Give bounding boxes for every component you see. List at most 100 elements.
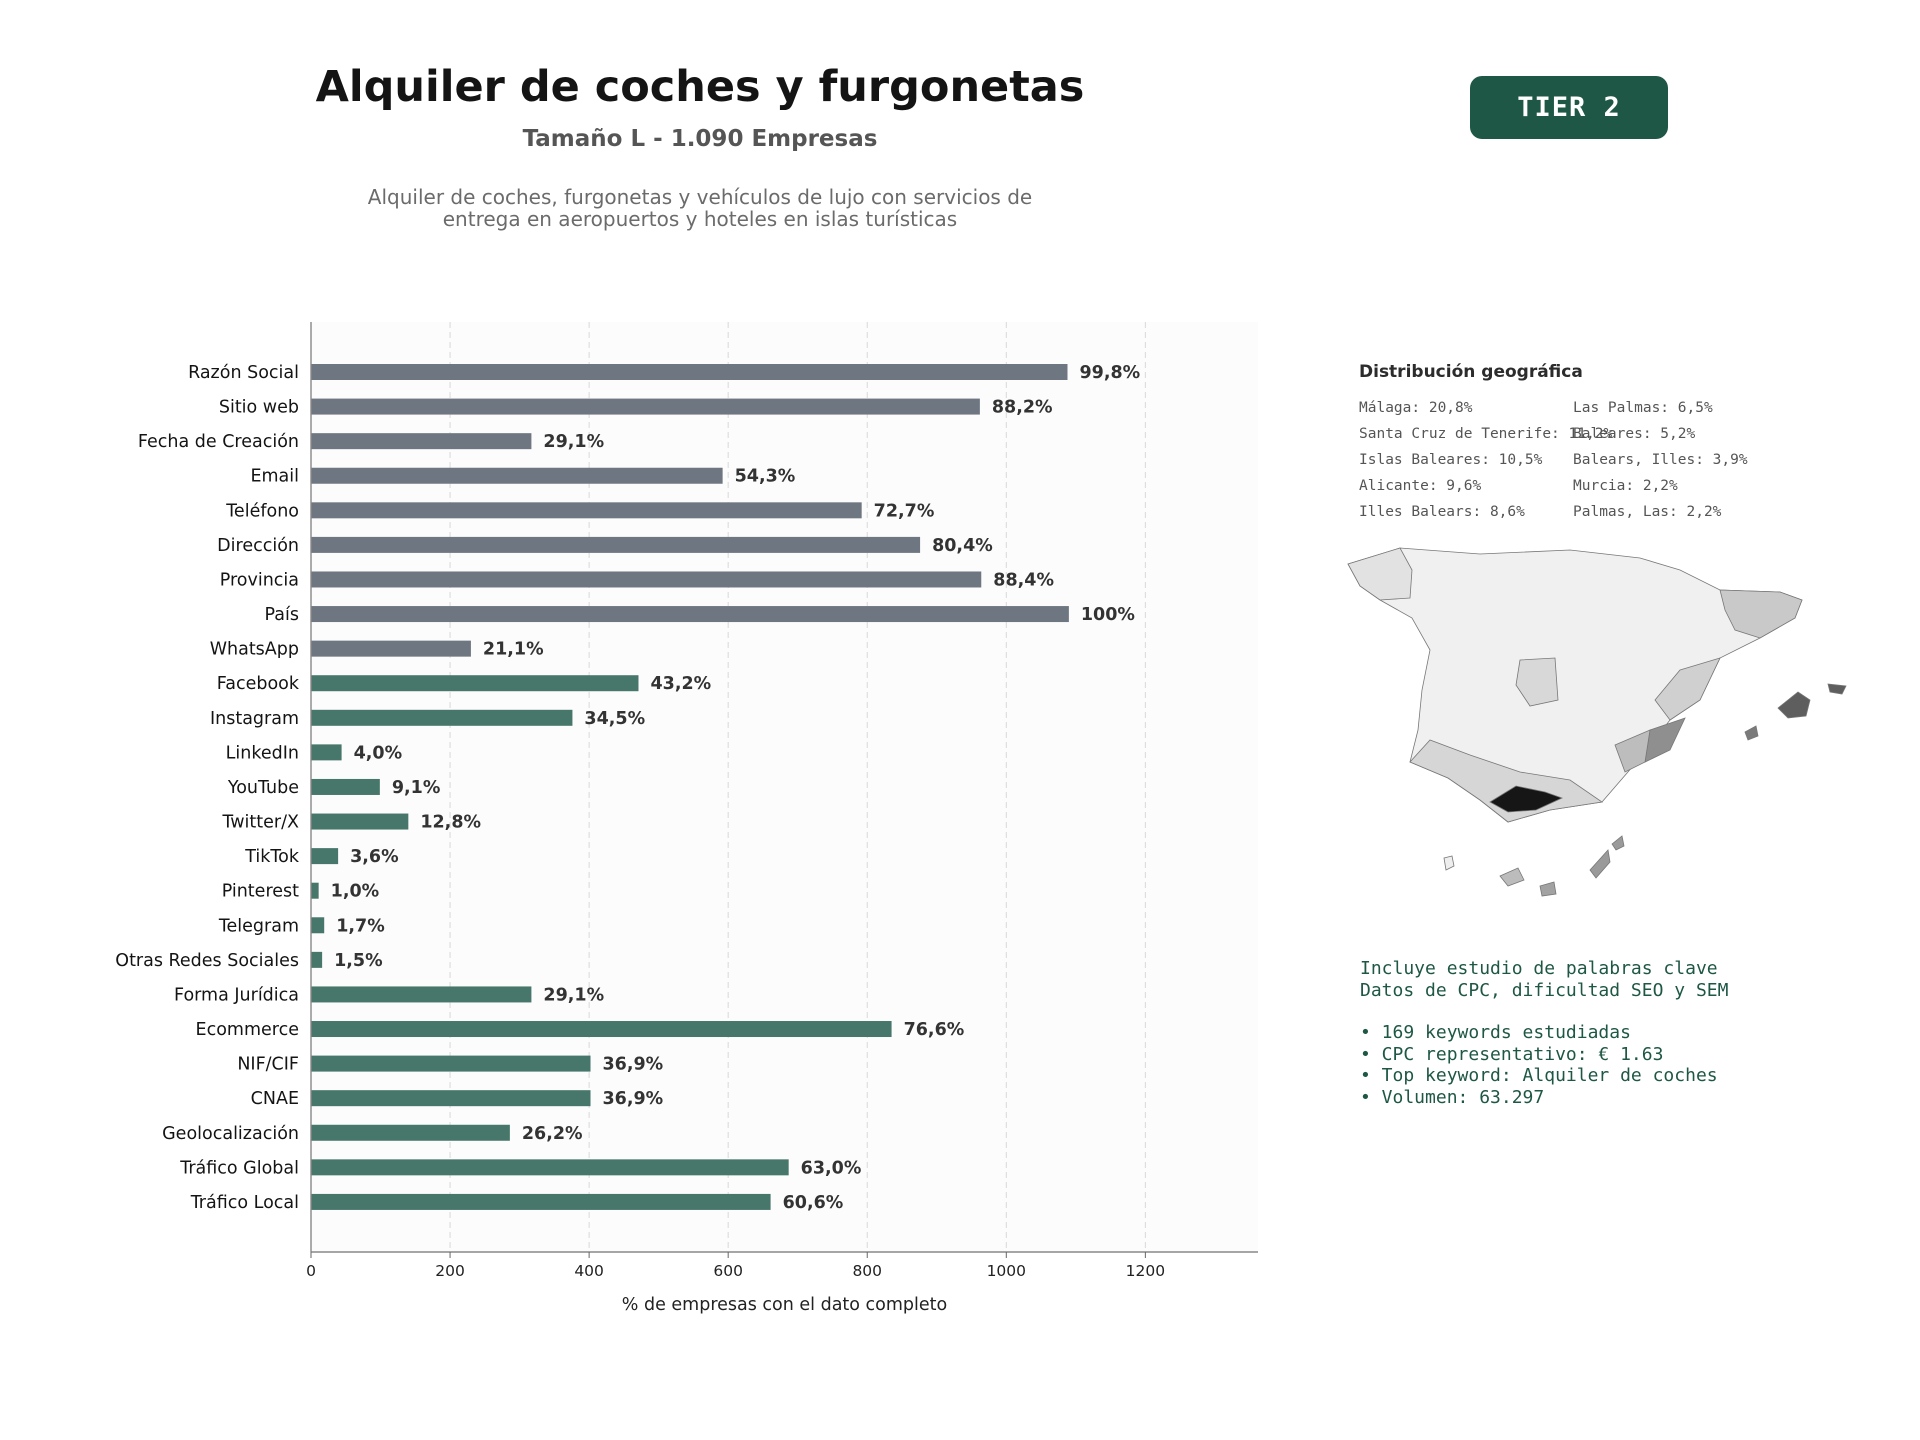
geo-item: Málaga: 20,8% <box>1359 400 1473 416</box>
bar <box>311 848 339 865</box>
category-label: YouTube <box>227 778 299 798</box>
sector-description: Alquiler de coches, furgonetas y vehícul… <box>300 186 1100 230</box>
keyword-line: Incluye estudio de palabras clave <box>1360 958 1718 979</box>
keyword-bullet: • CPC representativo: € 1.63 <box>1360 1043 1664 1065</box>
bar <box>311 1124 510 1141</box>
map-region-center <box>1515 657 1559 707</box>
map-region-galicia <box>1347 547 1413 601</box>
geo-item: Alicante: 9,6% <box>1359 478 1482 494</box>
map-region-tenerife <box>1499 867 1525 887</box>
geo-item: Illes Balears: 8,6% <box>1359 504 1525 520</box>
bar <box>311 1193 771 1210</box>
category-label: LinkedIn <box>226 743 299 763</box>
map-region-gran-canaria <box>1539 881 1557 897</box>
bar <box>311 398 980 415</box>
category-label: Pinterest <box>222 882 299 902</box>
map-region-malaga <box>1489 785 1564 813</box>
data-label: 36,9% <box>603 1055 664 1075</box>
bar <box>311 951 323 968</box>
bar <box>311 364 1068 380</box>
map-region-ibiza <box>1744 725 1759 741</box>
description-line: entrega en aeropuertos y hoteles en isla… <box>442 207 958 231</box>
x-tick-label: 200 <box>435 1262 465 1280</box>
bar <box>311 778 380 795</box>
bar <box>311 467 723 484</box>
geo-item: Santa Cruz de Tenerife: 11,2% <box>1359 426 1613 442</box>
data-label: 88,4% <box>993 570 1054 590</box>
data-label: 54,3% <box>735 467 796 487</box>
data-label: 60,6% <box>783 1193 844 1213</box>
data-label: 12,8% <box>420 813 481 833</box>
x-tick-label: 0 <box>306 1262 316 1280</box>
spain-choropleth-map <box>1347 547 1847 897</box>
completeness-bar-chart: Razón Social 99,8% Sitio web 88,2% Fecha de … <box>115 322 1258 1315</box>
category-label: Tráfico Local <box>190 1193 299 1213</box>
bar <box>311 1021 892 1038</box>
data-label: 29,1% <box>543 432 604 452</box>
keyword-bullet: • Top keyword: Alquiler de coches <box>1360 1065 1718 1086</box>
category-label: Fecha de Creación <box>138 432 299 452</box>
bar <box>311 1159 789 1176</box>
bar <box>311 675 639 692</box>
data-label: 36,9% <box>603 1089 664 1109</box>
bar <box>311 882 319 899</box>
category-label: WhatsApp <box>210 640 299 660</box>
category-label: Tráfico Global <box>179 1158 299 1178</box>
data-label: 76,6% <box>904 1020 965 1040</box>
bar <box>311 1090 591 1107</box>
x-tick-label: 1200 <box>1126 1262 1165 1280</box>
data-label: 1,0% <box>331 882 380 902</box>
data-label: 100% <box>1081 605 1135 625</box>
geo-distribution-title: Distribución geográfica <box>1359 362 1583 382</box>
category-label: Twitter/X <box>221 813 299 833</box>
tier-badge: TIER 2 <box>1470 76 1668 139</box>
data-label: 63,0% <box>801 1158 862 1178</box>
bar <box>311 1055 591 1072</box>
map-region-la-palma <box>1443 855 1455 871</box>
data-label: 9,1% <box>392 778 441 798</box>
geo-item: Balears, Illes: 3,9% <box>1573 452 1748 468</box>
page-subtitle: Tamaño L - 1.090 Empresas <box>522 126 878 152</box>
bar <box>311 986 532 1003</box>
data-label: 99,8% <box>1079 363 1140 383</box>
category-label: Telegram <box>218 916 299 936</box>
category-label: Instagram <box>210 709 299 729</box>
map-region-catalonia <box>1719 589 1803 639</box>
category-label: NIF/CIF <box>237 1055 299 1075</box>
plot-area <box>311 322 1258 1252</box>
data-label: 29,1% <box>543 985 604 1005</box>
data-label: 1,7% <box>336 916 385 936</box>
bar <box>311 536 921 553</box>
bar <box>311 433 532 450</box>
map-region-baleares <box>1777 691 1811 719</box>
keyword-bullet: • Volumen: 63.297 <box>1360 1086 1545 1108</box>
data-label: 80,4% <box>932 536 993 556</box>
map-region-lanzarote <box>1611 835 1625 851</box>
x-axis-title: % de empresas con el dato completo <box>622 1295 947 1315</box>
bar <box>311 744 342 761</box>
category-label: Otras Redes Sociales <box>115 951 299 971</box>
data-label: 26,2% <box>522 1124 583 1144</box>
bar <box>311 709 573 726</box>
data-label: 1,5% <box>334 951 383 971</box>
x-tick-label: 1000 <box>987 1262 1026 1280</box>
category-label: Provincia <box>220 570 299 590</box>
category-label: Sitio web <box>219 398 299 418</box>
category-label: CNAE <box>251 1089 299 1109</box>
bar <box>311 571 982 588</box>
bar <box>311 606 1069 623</box>
geo-item: Islas Baleares: 10,5% <box>1359 452 1543 468</box>
category-label: Dirección <box>217 536 299 556</box>
x-tick-label: 800 <box>852 1262 882 1280</box>
data-label: 21,1% <box>483 640 544 660</box>
data-label: 88,2% <box>992 398 1053 418</box>
bar <box>311 502 862 519</box>
data-label: 43,2% <box>650 674 711 694</box>
category-label: Forma Jurídica <box>174 985 299 1005</box>
category-label: Razón Social <box>188 363 299 383</box>
data-label: 4,0% <box>354 743 403 763</box>
map-region-fuerteventura <box>1589 849 1611 879</box>
map-region-valencia <box>1654 657 1721 721</box>
keyword-study-block: Incluye estudio de palabras clave Datos … <box>1360 958 1880 1108</box>
geo-item: Murcia: 2,2% <box>1573 478 1678 494</box>
